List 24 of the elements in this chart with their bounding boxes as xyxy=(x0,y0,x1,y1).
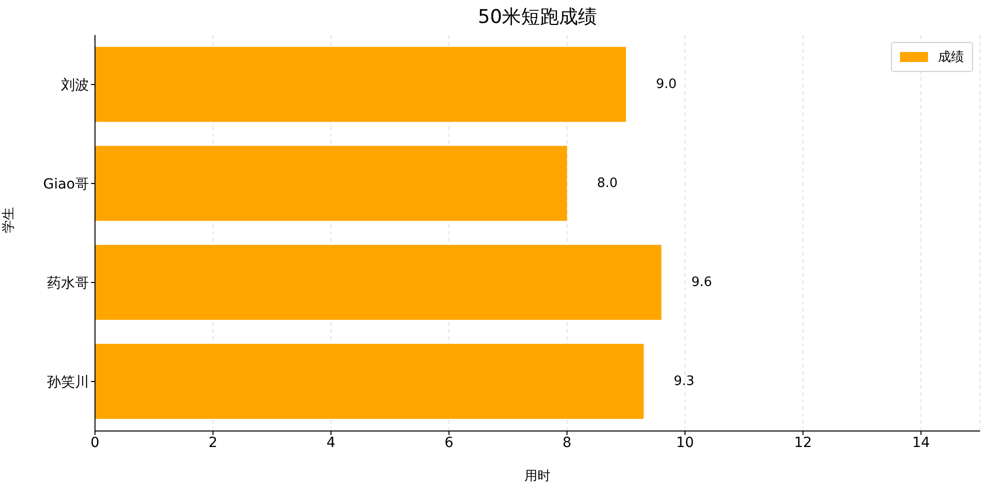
data-label: 9.6 xyxy=(691,274,712,290)
y-tick-label: 孙笑川 xyxy=(47,374,89,390)
x-tick-label: 8 xyxy=(562,434,572,451)
x-tick-label: 12 xyxy=(794,434,812,451)
x-tick-label: 2 xyxy=(208,434,218,451)
legend-label: 成绩 xyxy=(938,49,964,66)
bar xyxy=(95,344,644,419)
y-tick-label: 药水哥 xyxy=(47,275,89,292)
x-tick-label: 0 xyxy=(90,434,100,451)
y-tick-label: Giao哥 xyxy=(43,176,89,192)
bar xyxy=(95,146,567,221)
x-tick-label: 6 xyxy=(444,434,454,451)
y-tick-label: 刘波 xyxy=(61,77,89,94)
y-axis-title: 学生 xyxy=(2,207,17,233)
bar xyxy=(95,244,662,320)
data-label: 9.0 xyxy=(656,76,677,92)
data-label: 9.3 xyxy=(674,374,694,389)
bar xyxy=(95,46,626,122)
chart-title: 50米短跑成绩 xyxy=(476,5,598,30)
x-tick-label: 10 xyxy=(676,434,694,451)
x-tick-label: 4 xyxy=(326,434,336,451)
x-tick-label: 14 xyxy=(912,434,930,451)
data-label: 8.0 xyxy=(597,176,618,191)
x-axis-title: 用时 xyxy=(524,469,550,484)
